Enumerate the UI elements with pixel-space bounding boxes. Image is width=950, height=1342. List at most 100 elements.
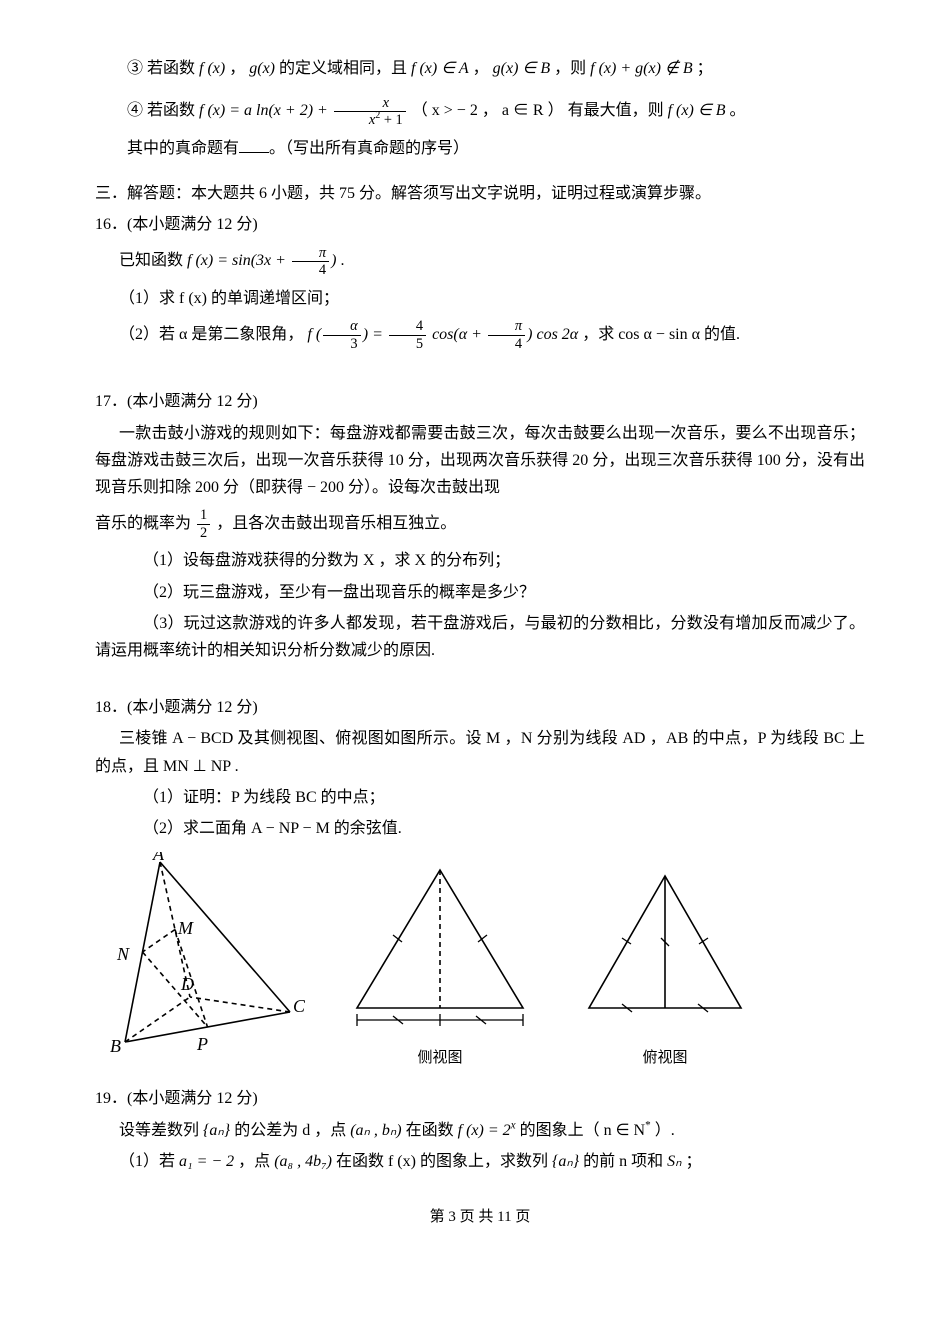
q17-head: 17．(本小题满分 12 分) [95, 388, 865, 415]
q18-para1: 三棱锥 A − BCD 及其侧视图、俯视图如图所示。设 M ，N 分别为线段 A… [95, 725, 865, 779]
tetrahedron-svg: A B C D M N P [105, 852, 305, 1062]
numerator: π [488, 319, 525, 335]
fraction: π4 [292, 246, 329, 278]
q16-sub2: （2）若 α 是第二象限角， f (α3) = 45 cos(α + π4) c… [95, 316, 865, 354]
text: . [336, 252, 344, 269]
point: (a₈ , 4b₇) [274, 1153, 332, 1170]
Sn: Sₙ [667, 1153, 681, 1170]
q19-sub1: （1）若 a₁ = − 2 ，点 (a₈ , 4b₇) 在函数 f (x) 的图… [95, 1148, 865, 1175]
eq: f (x) = a ln(x + 2) + [199, 102, 332, 119]
text: ④ 若函数 [127, 102, 199, 119]
q15-stmt3: ③ 若函数 f (x) ， g(x) 的定义域相同，且 f (x) ∈ A ， … [95, 50, 865, 88]
concl: f (x) ∈ B [668, 102, 726, 119]
text: ，求 cos α − sin α 的值. [578, 326, 740, 343]
text: 有最大值，则 [568, 102, 668, 119]
text: 音乐的概率为 [95, 515, 195, 532]
text: 设等差数列 [119, 1122, 203, 1139]
seq: {aₙ} [552, 1153, 579, 1170]
q19-para1: 设等差数列 {aₙ} 的公差为 d ，点 (aₙ , bₙ) 在函数 f (x)… [95, 1117, 865, 1144]
denominator: 3 [323, 336, 361, 351]
text: ，且各次击鼓出现音乐相互独立。 [212, 515, 456, 532]
eq: f ( [307, 326, 321, 343]
label-P: P [196, 1034, 208, 1054]
seq: {aₙ} [203, 1122, 230, 1139]
label-B: B [110, 1036, 121, 1056]
a1: a₁ = − 2 [179, 1153, 234, 1170]
gx: g(x) [249, 60, 275, 77]
text: ③ 若函数 [127, 60, 199, 77]
section3-heading: 三．解答题：本大题共 6 小题，共 75 分。解答须写出文字说明，证明过程或演算… [95, 180, 865, 207]
figure-3d: A B C D M N P [105, 852, 305, 1071]
text: 。 [730, 102, 746, 119]
point: (aₙ , bₙ) [350, 1122, 401, 1139]
text: ) = [363, 326, 387, 343]
q19-head: 19．(本小题满分 12 分) [95, 1085, 865, 1112]
text: 已知函数 [119, 252, 187, 269]
q17-para1b: 音乐的概率为 12 ，且各次击鼓出现音乐相互独立。 [95, 505, 865, 543]
q18-sub2: （2）求二面角 A − NP − M 的余弦值. [95, 815, 865, 842]
text: 在函数 [406, 1122, 458, 1139]
caption-side-view: 侧视图 [345, 1046, 535, 1072]
figure-side-view: 侧视图 [345, 858, 535, 1072]
side-view-svg [345, 858, 535, 1033]
denominator: x2 + 1 [334, 112, 406, 127]
q18-head: 18．(本小题满分 12 分) [95, 694, 865, 721]
text: 三．解答题：本大题共 6 小题，共 75 分。解答须写出文字说明，证明过程或演算… [95, 185, 711, 202]
page-footer: 第 3 页 共 11 页 [95, 1205, 865, 1231]
blank-fill[interactable] [239, 136, 269, 153]
q18-sub1: （1）证明：P 为线段 BC 的中点； [95, 784, 865, 811]
q17-sub1: （1）设每盘游戏获得的分数为 X ，求 X 的分布列； [95, 547, 865, 574]
label-M: M [177, 918, 194, 938]
text: 的图象上（ n ∈ N [520, 1122, 646, 1139]
star: * [645, 1119, 651, 1131]
numerator: α [323, 319, 361, 335]
fraction: 12 [197, 508, 210, 540]
label-D: D [180, 974, 194, 994]
fraction: π4 [488, 319, 525, 351]
label-A: A [152, 852, 165, 864]
text: ) cos 2α [527, 326, 578, 343]
q16-line1: 已知函数 f (x) = sin(3x + π4) . [95, 242, 865, 280]
fx: f (x) = 2 [458, 1122, 511, 1139]
numerator: 4 [389, 319, 426, 335]
text: cos(α + [428, 326, 486, 343]
q15-answer-line: 其中的真命题有 。（写出所有真命题的序号） [95, 135, 865, 162]
fraction: xx2 + 1 [334, 96, 406, 128]
label-C: C [293, 996, 305, 1016]
denominator: 2 [197, 525, 210, 540]
text: 。（写出所有真命题的序号） [269, 140, 469, 157]
text: （2）若 α 是第二象限角， [119, 326, 307, 343]
text: （1）若 [119, 1153, 179, 1170]
fx: f (x) [199, 60, 225, 77]
text: 在函数 f (x) 的图象上，求数列 [336, 1153, 552, 1170]
cond: f (x) ∈ A [411, 60, 469, 77]
q18-figures: A B C D M N P [105, 852, 865, 1071]
denominator: 4 [292, 262, 329, 277]
denominator: 4 [488, 336, 525, 351]
eq: f (x) = sin(3x + [187, 252, 290, 269]
fraction: α3 [323, 319, 361, 351]
text: 的公差为 d ，点 [234, 1122, 350, 1139]
q16-head: 16．(本小题满分 12 分) [95, 211, 865, 238]
text: ； [697, 60, 713, 77]
text: 的前 n 项和 [583, 1153, 667, 1170]
q17-sub2: （2）玩三盘游戏，至少有一盘出现音乐的概率是多少？ [95, 579, 865, 606]
figure-top-view: 俯视图 [575, 858, 755, 1072]
text: ； [686, 1153, 702, 1170]
cond: g(x) ∈ B [493, 60, 550, 77]
top-view-svg [575, 858, 755, 1033]
text: 的定义域相同，且 [279, 60, 411, 77]
exp: x [511, 1119, 516, 1131]
caption-top-view: 俯视图 [575, 1046, 755, 1072]
q16-sub1: （1）求 f (x) 的单调递增区间； [95, 285, 865, 312]
denominator: 5 [389, 336, 426, 351]
label-N: N [116, 944, 130, 964]
text: ）. [655, 1122, 675, 1139]
text: ， [473, 60, 489, 77]
numerator: π [292, 246, 329, 262]
numerator: x [334, 96, 406, 112]
text: 其中的真命题有 [127, 140, 239, 157]
q15-stmt4: ④ 若函数 f (x) = a ln(x + 2) + xx2 + 1 （ x … [95, 92, 865, 130]
text: ，点 [238, 1153, 274, 1170]
concl: f (x) + g(x) ∉ B [590, 60, 692, 77]
